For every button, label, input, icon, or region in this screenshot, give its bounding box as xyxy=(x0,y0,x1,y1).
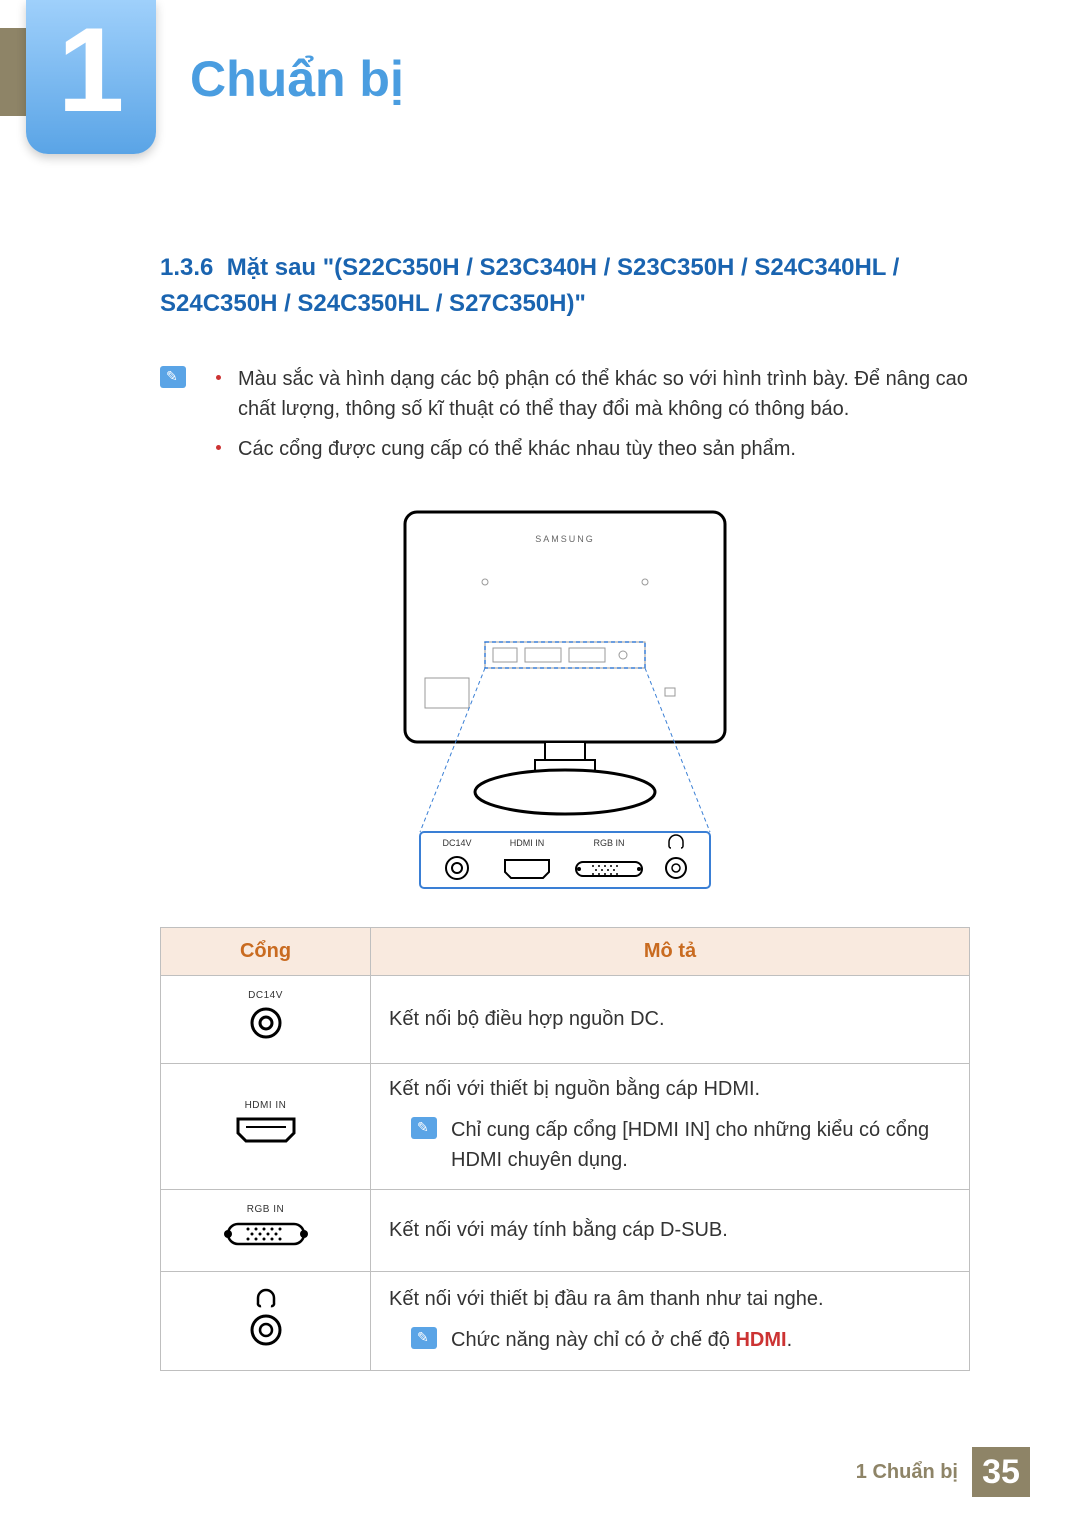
port-cell-rgb: RGB IN xyxy=(161,1190,371,1272)
monitor-rear-svg: SAMSUNG DC14V xyxy=(365,502,765,892)
desc-cell: Kết nối bộ điều hợp nguồn DC. xyxy=(371,976,970,1064)
section-heading: 1.3.6 Mặt sau "(S22C350H / S23C340H / S2… xyxy=(160,250,970,322)
svg-text:HDMI IN: HDMI IN xyxy=(510,838,545,848)
table-row: HDMI IN Kết nối với thiết bị nguồn bằng … xyxy=(161,1064,970,1190)
subnote-hdmi: HDMI xyxy=(735,1329,786,1351)
svg-text:DC14V: DC14V xyxy=(442,838,471,848)
subnote-suffix: . xyxy=(787,1329,793,1351)
headphone-port-icon xyxy=(246,1286,286,1350)
desc-cell: Kết nối với máy tính bằng cáp D-SUB. xyxy=(371,1190,970,1272)
port-cell-audio xyxy=(161,1272,371,1371)
port-cell-hdmi: HDMI IN xyxy=(161,1064,371,1190)
svg-text:RGB IN: RGB IN xyxy=(593,838,624,848)
page-footer: 1 Chuẩn bị 35 xyxy=(856,1447,1030,1497)
table-row: Kết nối với thiết bị đầu ra âm thanh như… xyxy=(161,1272,970,1371)
svg-text:SAMSUNG: SAMSUNG xyxy=(535,534,595,544)
vga-port-icon xyxy=(218,1217,314,1251)
footer-label: 1 Chuẩn bị xyxy=(856,1461,958,1484)
desc-text: Kết nối với thiết bị nguồn bằng cáp HDMI… xyxy=(389,1078,760,1100)
sub-note-text: Chức năng này chỉ có ở chế độ HDMI. xyxy=(451,1325,792,1355)
sub-note: Chỉ cung cấp cổng [HDMI IN] cho những ki… xyxy=(411,1115,951,1175)
note-item: Các cổng được cung cấp có thể khác nhau … xyxy=(216,434,970,464)
th-desc: Mô tả xyxy=(371,928,970,976)
footer-page-number: 35 xyxy=(972,1447,1030,1497)
sub-note-text: Chỉ cung cấp cổng [HDMI IN] cho những ki… xyxy=(451,1115,951,1175)
port-cell-dc: DC14V xyxy=(161,976,371,1064)
note-item: Màu sắc và hình dạng các bộ phận có thể … xyxy=(216,364,970,424)
port-label: HDMI IN xyxy=(179,1100,352,1111)
note-list: Màu sắc và hình dạng các bộ phận có thể … xyxy=(216,364,970,474)
sub-note: Chức năng này chỉ có ở chế độ HDMI. xyxy=(411,1325,951,1355)
desc-text: Kết nối với thiết bị đầu ra âm thanh như… xyxy=(389,1288,824,1310)
page-content: 1.3.6 Mặt sau "(S22C350H / S23C340H / S2… xyxy=(160,250,970,1371)
hdmi-port-icon xyxy=(230,1113,302,1147)
section-title: Mặt sau "(S22C350H / S23C340H / S23C350H… xyxy=(160,254,899,317)
desc-cell: Kết nối với thiết bị nguồn bằng cáp HDMI… xyxy=(371,1064,970,1190)
dc-port-icon xyxy=(246,1003,286,1043)
note-block: Màu sắc và hình dạng các bộ phận có thể … xyxy=(160,364,970,474)
table-row: DC14V Kết nối bộ điều hợp nguồn DC. xyxy=(161,976,970,1064)
table-row: RGB IN Kết nối với máy tính bằng cáp D-S… xyxy=(161,1190,970,1272)
note-icon xyxy=(411,1117,437,1139)
note-icon xyxy=(411,1327,437,1349)
chapter-title: Chuẩn bị xyxy=(190,50,404,108)
th-port: Cổng xyxy=(161,928,371,976)
desc-cell: Kết nối với thiết bị đầu ra âm thanh như… xyxy=(371,1272,970,1371)
port-label: RGB IN xyxy=(179,1204,352,1215)
note-icon xyxy=(160,366,186,388)
port-label: DC14V xyxy=(179,990,352,1001)
ports-table: Cổng Mô tả DC14V Kết nối bộ điều hợp ngu… xyxy=(160,927,970,1371)
chapter-number-box: 1 xyxy=(26,0,156,154)
section-number: 1.3.6 xyxy=(160,254,213,281)
rear-diagram: SAMSUNG DC14V xyxy=(160,502,970,897)
subnote-prefix: Chức năng này chỉ có ở chế độ xyxy=(451,1329,735,1351)
